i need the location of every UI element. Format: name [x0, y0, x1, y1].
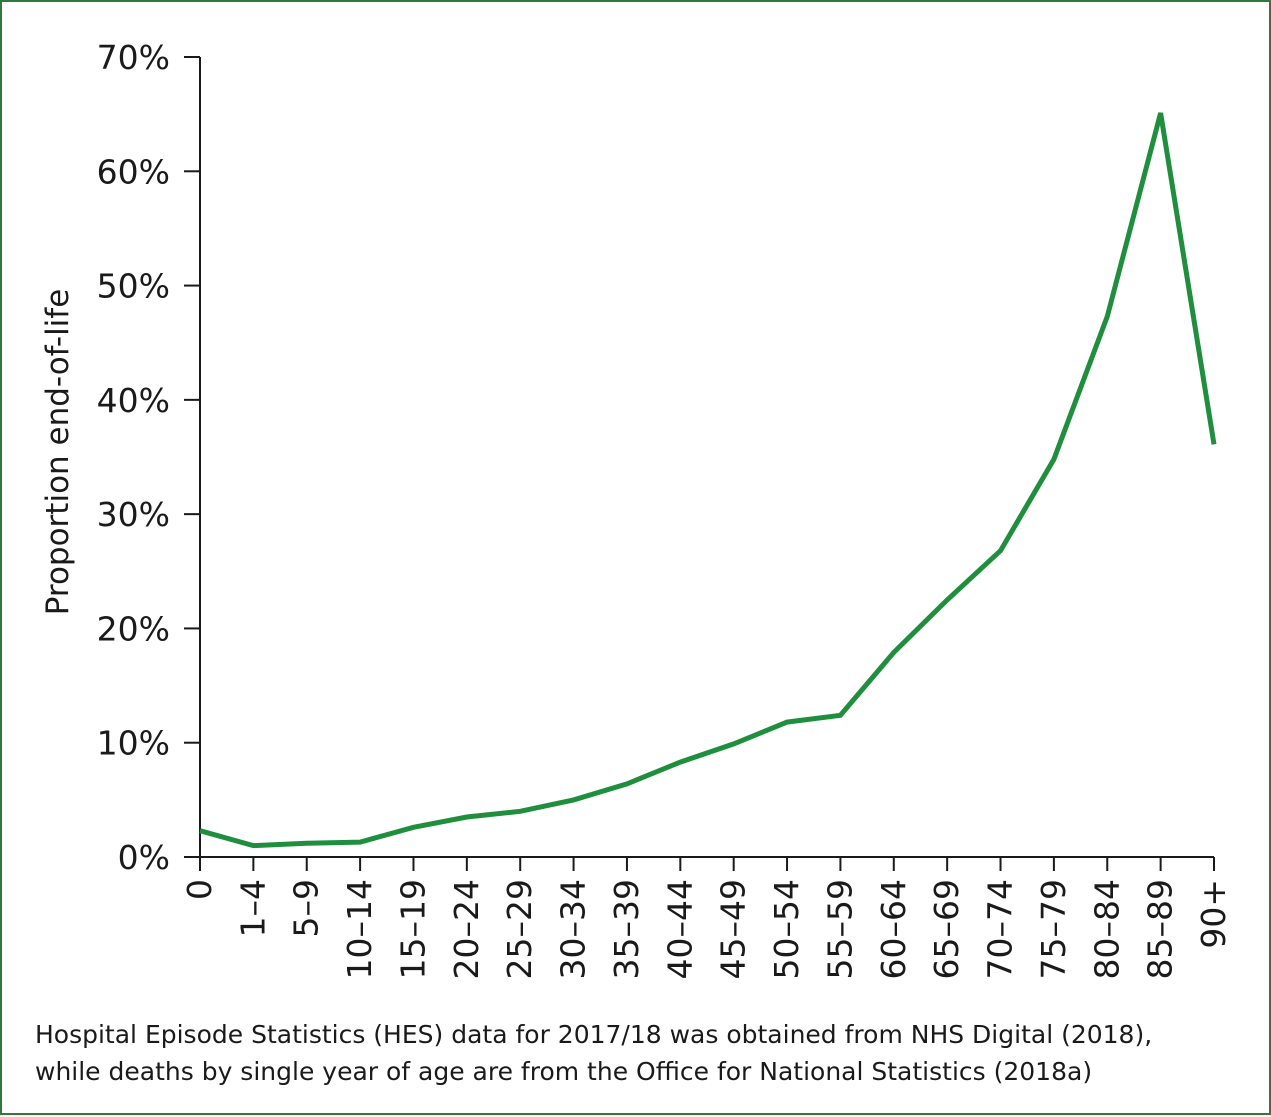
- y-axis-ticks: 0% 10% 20% 30% 40% 50% 60% 70%: [97, 38, 200, 877]
- x-tick-label: 70–74: [981, 879, 1020, 979]
- x-tick-label: 40–44: [660, 879, 699, 979]
- x-tick-label: 25–29: [500, 879, 539, 979]
- y-tick-label: 40%: [97, 381, 170, 420]
- y-tick-label: 10%: [97, 724, 170, 763]
- axes: [200, 57, 1214, 857]
- x-tick-label: 1–4: [233, 879, 272, 938]
- x-tick-label: 30–34: [554, 879, 593, 979]
- x-tick-label: 5–9: [287, 879, 326, 938]
- caption-line-2: while deaths by single year of age are f…: [35, 1053, 1255, 1090]
- series-line: [200, 113, 1214, 846]
- x-tick-label: 60–64: [874, 879, 913, 979]
- x-tick-label: 0: [180, 879, 219, 900]
- y-axis-title: Proportion end-of-life: [40, 289, 76, 616]
- y-tick-label: 70%: [97, 38, 170, 77]
- x-tick-label: 20–24: [447, 879, 486, 979]
- y-tick-label: 20%: [97, 609, 170, 648]
- x-tick-label: 45–49: [714, 879, 753, 979]
- x-tick-label: 50–54: [767, 879, 806, 979]
- source-caption: Hospital Episode Statistics (HES) data f…: [35, 1016, 1255, 1090]
- caption-line-1: Hospital Episode Statistics (HES) data f…: [35, 1016, 1255, 1053]
- x-tick-label: 65–69: [927, 879, 966, 979]
- x-tick-label: 55–59: [820, 879, 859, 979]
- x-axis-ticks: 0 1–4 5–9 10–14 15–19 20–24 25–29 30–34 35–39 40–…: [180, 857, 1233, 979]
- x-tick-label: 90+: [1194, 879, 1233, 949]
- x-tick-label: 75–79: [1034, 879, 1073, 979]
- y-tick-label: 0%: [118, 838, 170, 877]
- y-tick-label: 50%: [97, 267, 170, 306]
- x-tick-label: 15–19: [393, 879, 432, 979]
- x-tick-label: 85–89: [1141, 879, 1180, 979]
- x-tick-label: 80–84: [1087, 879, 1126, 979]
- series-group: [200, 113, 1214, 846]
- y-tick-label: 30%: [97, 495, 170, 534]
- y-tick-label: 60%: [97, 152, 170, 191]
- x-tick-label: 35–39: [607, 879, 646, 979]
- x-tick-label: 10–14: [340, 879, 379, 979]
